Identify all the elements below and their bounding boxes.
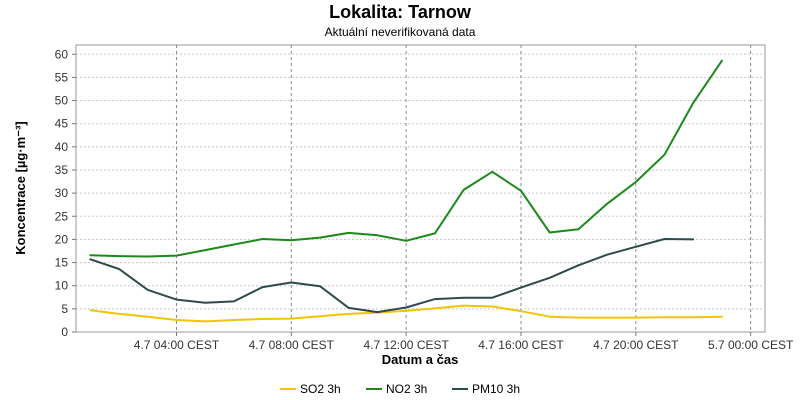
y-tick-label: 25 [55, 209, 69, 223]
x-tick-label: 4.7 12:00 CEST [363, 338, 449, 352]
y-tick-label: 20 [55, 232, 69, 246]
y-tick-label: 55 [55, 70, 69, 84]
y-tick-label: 5 [61, 302, 68, 316]
no2-legend-label: NO2 3h [386, 382, 427, 396]
y-tick-label: 15 [55, 256, 69, 270]
y-tick-label: 30 [55, 186, 69, 200]
x-tick-label: 4.7 20:00 CEST [593, 338, 679, 352]
x-axis-ticks: 4.7 04:00 CEST 4.7 08:00 CEST 4.7 12:00 CE… [134, 332, 794, 352]
y-tick-label: 60 [55, 47, 69, 61]
x-tick-label: 4.7 04:00 CEST [134, 338, 220, 352]
y-tick-label: 0 [61, 325, 68, 339]
x-axis-label: Datum a čas [382, 352, 459, 367]
plot-background [75, 44, 766, 333]
chart-subtitle: Aktuální neverifikovaná data [325, 25, 476, 39]
legend: SO2 3h NO2 3h PM10 3h [280, 382, 520, 396]
so2-series-line [89, 304, 723, 323]
y-tick-label: 35 [55, 163, 69, 177]
x-tick-label: 4.7 16:00 CEST [478, 338, 564, 352]
y-tick-label: 10 [55, 279, 69, 293]
grid-lines [76, 45, 765, 332]
chart-title: Lokalita: Tarnow [329, 2, 472, 22]
series-lines [89, 59, 723, 323]
y-tick-label: 45 [55, 117, 69, 131]
x-tick-label: 4.7 08:00 CEST [249, 338, 335, 352]
no2-series-line [89, 59, 723, 258]
y-axis-ticks: 0 5 10 15 20 25 30 35 40 45 50 55 60 [55, 47, 76, 339]
so2-legend-label: SO2 3h [300, 382, 341, 396]
y-tick-label: 40 [55, 140, 69, 154]
pm10-legend-label: PM10 3h [472, 382, 520, 396]
y-axis-label: Koncentrace [µg·m⁻³] [13, 121, 28, 255]
pm10-series-line [89, 238, 695, 314]
y-tick-label: 50 [55, 94, 69, 108]
x-tick-label: 5.7 00:00 CEST [708, 338, 794, 352]
